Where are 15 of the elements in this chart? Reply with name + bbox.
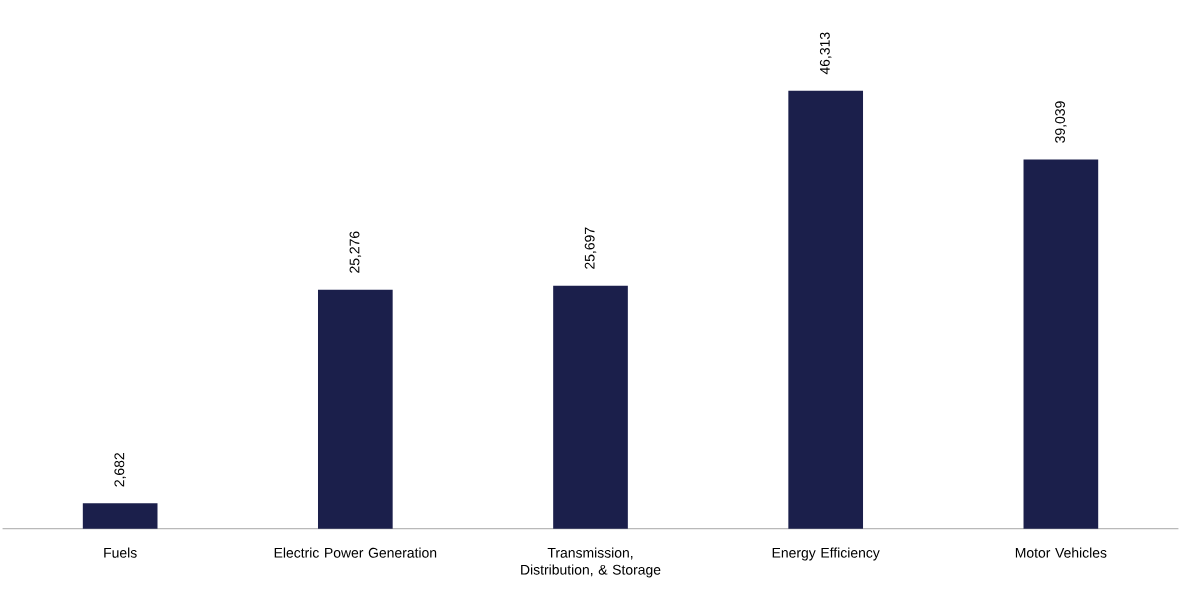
x-tick-label: Electric Power Generation <box>274 547 437 558</box>
x-tick-label: Motor Vehicles <box>1015 547 1107 558</box>
x-tick-label: Energy Efficiency <box>772 547 880 561</box>
data-label: 2,682 <box>114 452 126 487</box>
x-tick-label: Transmission, Distribution, & Storage <box>521 547 661 578</box>
bar <box>1023 159 1099 529</box>
x-tick-label: Fuels <box>104 547 137 558</box>
data-label: 46,313 <box>819 32 832 75</box>
bar <box>788 90 864 529</box>
data-label: 39,039 <box>1055 101 1067 143</box>
data-label: 25,276 <box>349 231 362 273</box>
data-label: 25,697 <box>584 227 597 269</box>
bar <box>318 289 393 529</box>
bar <box>82 503 158 529</box>
bar <box>553 285 628 529</box>
